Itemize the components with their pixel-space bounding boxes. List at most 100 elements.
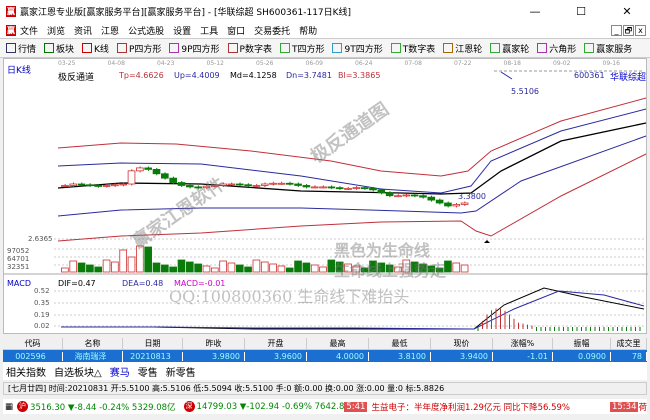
column-header[interactable]: 成交里	[611, 338, 647, 349]
shanghai-index: 3516.30 ▼-8.44 -0.24% 5329.08亿	[30, 402, 176, 413]
macd-axis-label: 0.35	[34, 299, 50, 307]
toolbar-dollar-button[interactable]: 赢家服务	[584, 42, 632, 55]
watermark: 黑色为生命线	[334, 241, 431, 260]
menu-tools[interactable]: 工具	[200, 26, 219, 37]
candle	[252, 185, 261, 187]
candle	[136, 167, 144, 172]
candle	[227, 183, 236, 186]
volume-bar	[435, 267, 444, 273]
toolbar-9p-square-button[interactable]: 9P四方形	[169, 42, 220, 55]
winner-wheel-icon	[490, 43, 501, 53]
minimize-button[interactable]: —	[529, 4, 541, 18]
menu-trade[interactable]: 交易委托	[254, 26, 291, 37]
column-header[interactable]: 代码	[3, 338, 63, 349]
date-tick: 09-02	[553, 60, 571, 67]
menu-news[interactable]: 资讯	[74, 26, 93, 37]
candle	[152, 168, 161, 175]
column-header[interactable]: 开盘	[245, 338, 307, 349]
news-headline[interactable]: 荷	[638, 402, 647, 413]
date-tick: 05-12	[206, 60, 224, 67]
menu-formula[interactable]: 公式选股	[128, 26, 165, 37]
column-header[interactable]: 最高	[307, 338, 369, 349]
mdi-minimize-button[interactable]: _	[611, 24, 622, 36]
toolbar-label: 赢家服务	[596, 44, 633, 55]
volume-bar	[269, 263, 277, 273]
toolbar-t-number-button[interactable]: T数字表	[390, 42, 435, 55]
tab-custom-block[interactable]: 自选板块△	[54, 368, 102, 379]
kline-chart[interactable]	[4, 59, 648, 335]
candle	[402, 194, 411, 197]
shenzhen-index: 14799.03 ▼-102.94 -0.69% 7642.8	[196, 401, 345, 412]
column-header[interactable]: 振幅	[553, 338, 611, 349]
column-header[interactable]: 日期	[123, 338, 183, 349]
chart-area[interactable]: 日K线 03-25 04-08 04-23 05-12 05-26 06-09 06-24 0…	[3, 58, 648, 335]
column-header[interactable]: 名称	[63, 338, 123, 349]
volume-bar	[227, 262, 236, 273]
mdi-close-button[interactable]: x	[635, 24, 646, 36]
macd-axis-label: 0.19	[34, 311, 50, 319]
toolbar-p-square-button[interactable]: P四方形	[116, 42, 161, 55]
toolbar-grid-button[interactable]: 行情	[6, 42, 36, 55]
candle	[185, 185, 194, 188]
news-time: 5:41	[344, 401, 368, 412]
toolbar-gann-wheel-button[interactable]: 江恩轮	[443, 42, 482, 55]
low-price-label: 3.3800	[458, 192, 486, 201]
9t-square-icon	[332, 43, 343, 53]
menu-browse[interactable]: 浏览	[47, 26, 66, 37]
volume-bar	[161, 264, 169, 273]
toolbar-p-number-button[interactable]: P数字表	[227, 42, 272, 55]
menu-settings[interactable]: 设置	[173, 26, 192, 37]
high-price-label: 5.5106	[511, 87, 539, 96]
toolbar-label: 9P四方形	[181, 44, 220, 55]
table-cell: 海南瑞泽	[63, 350, 123, 362]
table-row[interactable]: 002596 海南瑞泽 20210813 3.9800 3.9600 4.0000 3.81…	[3, 350, 647, 362]
column-header[interactable]: 涨幅%	[493, 338, 553, 349]
macd-axis-label: 0.52	[34, 287, 50, 295]
toolbar-9t-square-button[interactable]: 9T四方形	[332, 42, 383, 55]
tab-horse-racing[interactable]: 赛马	[109, 368, 130, 379]
menu-gann[interactable]: 江恩	[101, 26, 120, 37]
volume-bar	[102, 259, 111, 273]
volume-bar	[177, 259, 186, 273]
bl-value: Bl=3.3865	[338, 71, 381, 80]
menu-logo: 赢	[6, 24, 16, 36]
candle	[444, 202, 452, 207]
tab-new-retail[interactable]: 新零售	[165, 368, 196, 379]
volume-bar	[419, 263, 427, 273]
menu-file[interactable]: 文件	[20, 26, 39, 37]
period-label: 日K线	[7, 66, 31, 76]
candle	[460, 202, 469, 205]
candle	[327, 186, 336, 189]
watermark: QQ:100800360 生命线下难抬头	[169, 287, 410, 306]
keyboard-icon[interactable]: ▦	[5, 401, 14, 412]
news-headline[interactable]: 生益电子：半年度净利润1.29亿元 同比下降56.59%	[371, 402, 571, 413]
table-header: 代码 名称 日期 昨收 开盘 最高 最低 现价 涨幅% 振幅 成交里	[3, 338, 647, 350]
tab-retail[interactable]: 零售	[137, 368, 158, 379]
column-header[interactable]: 现价	[431, 338, 493, 349]
toolbar-hexagon-button[interactable]: 六角形	[537, 42, 576, 55]
toolbar-winner-wheel-button[interactable]: 赢家轮	[490, 42, 529, 55]
candle	[235, 183, 244, 186]
candle	[369, 187, 377, 191]
candle	[102, 185, 111, 187]
toolbar-kline-button[interactable]: K线	[82, 42, 109, 55]
candle	[385, 192, 394, 197]
volume-bar	[360, 267, 369, 273]
candle	[319, 186, 327, 189]
toolbar-t-square-button[interactable]: T四方形	[279, 42, 324, 55]
menu-help[interactable]: 帮助	[299, 26, 318, 37]
dif-value: DIF=0.47	[58, 279, 96, 288]
table-cell: 4.0000	[307, 351, 369, 361]
tab-related-index[interactable]: 相关指数	[6, 368, 46, 379]
hexagon-icon	[537, 43, 548, 53]
close-button[interactable]: ✕	[622, 4, 632, 18]
menu-window[interactable]: 窗口	[227, 26, 246, 37]
column-header[interactable]: 最低	[369, 338, 431, 349]
toolbar-blocks-button[interactable]: 板块	[44, 42, 74, 55]
column-header[interactable]: 昨收	[183, 338, 245, 349]
macd-axis-label: 0.02	[34, 322, 50, 330]
candle	[419, 195, 427, 198]
maximize-button[interactable]: ☐	[576, 4, 586, 18]
volume-bar	[185, 261, 194, 273]
mdi-restore-button[interactable]: 🗗	[623, 24, 634, 36]
